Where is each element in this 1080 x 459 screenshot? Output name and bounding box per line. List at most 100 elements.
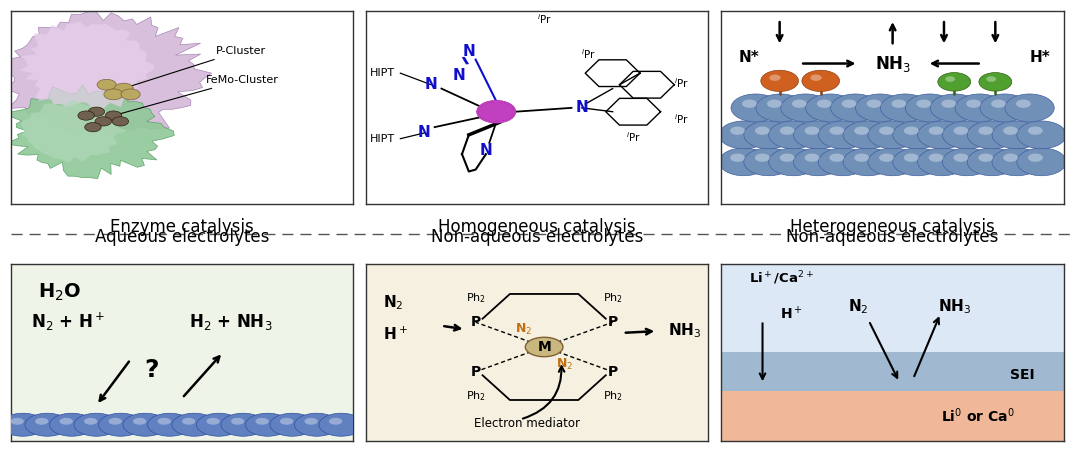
Circle shape (329, 418, 342, 425)
Bar (721, 391, 1064, 441)
Circle shape (980, 94, 1029, 122)
Circle shape (25, 413, 69, 436)
Text: Ph$_2$: Ph$_2$ (465, 389, 486, 403)
Circle shape (1028, 153, 1043, 162)
Circle shape (84, 418, 97, 425)
Text: H$_2$ + NH$_3$: H$_2$ + NH$_3$ (189, 312, 272, 332)
Text: ?: ? (144, 358, 159, 382)
Circle shape (794, 121, 842, 149)
Circle shape (767, 100, 782, 108)
Circle shape (108, 418, 122, 425)
Circle shape (978, 153, 994, 162)
Polygon shape (3, 85, 174, 179)
Circle shape (918, 121, 967, 149)
Circle shape (930, 94, 980, 122)
Text: N: N (418, 125, 431, 140)
Circle shape (829, 127, 845, 135)
Circle shape (477, 101, 515, 122)
Circle shape (993, 148, 1041, 176)
Circle shape (978, 127, 994, 135)
Circle shape (1016, 100, 1030, 108)
Circle shape (158, 418, 171, 425)
Circle shape (35, 418, 49, 425)
Circle shape (1028, 127, 1043, 135)
Circle shape (197, 413, 241, 436)
Text: Aqueous electrolytes: Aqueous electrolytes (95, 228, 269, 246)
Circle shape (305, 418, 318, 425)
Text: N: N (462, 45, 475, 60)
Circle shape (780, 153, 795, 162)
Circle shape (112, 117, 129, 126)
Text: Li$^+$/Ca$^{2+}$: Li$^+$/Ca$^{2+}$ (748, 269, 813, 287)
Text: Mo: Mo (486, 105, 507, 118)
Circle shape (731, 94, 781, 122)
Text: Non-aqueous electrolytes: Non-aqueous electrolytes (431, 228, 644, 246)
Text: $^i$Pr: $^i$Pr (625, 130, 640, 144)
Circle shape (810, 74, 822, 81)
Circle shape (280, 418, 294, 425)
Circle shape (95, 117, 111, 126)
Text: N: N (480, 143, 492, 158)
Circle shape (256, 418, 269, 425)
Circle shape (123, 413, 167, 436)
Circle shape (968, 148, 1016, 176)
Text: P: P (607, 315, 618, 329)
Text: Li$^0$ or Ca$^0$: Li$^0$ or Ca$^0$ (942, 407, 1015, 425)
Circle shape (829, 153, 845, 162)
Circle shape (75, 413, 119, 436)
Circle shape (59, 418, 72, 425)
Circle shape (816, 100, 832, 108)
Text: N$_2$: N$_2$ (515, 322, 532, 337)
Text: Ph$_2$: Ph$_2$ (603, 389, 623, 403)
Circle shape (929, 127, 944, 135)
Circle shape (780, 127, 795, 135)
Circle shape (97, 79, 117, 90)
Text: N$_2$: N$_2$ (556, 357, 573, 372)
Text: N$_2$: N$_2$ (383, 293, 404, 312)
Circle shape (245, 413, 289, 436)
Circle shape (929, 153, 944, 162)
Text: P: P (607, 365, 618, 379)
Circle shape (937, 73, 971, 91)
Circle shape (917, 100, 931, 108)
Text: Heterogeneous catalysis: Heterogeneous catalysis (791, 218, 995, 236)
Circle shape (904, 127, 919, 135)
Circle shape (854, 127, 869, 135)
Circle shape (172, 413, 216, 436)
Circle shape (231, 418, 244, 425)
Circle shape (945, 76, 955, 82)
Circle shape (806, 94, 855, 122)
Text: Homogeneous catalysis: Homogeneous catalysis (438, 218, 636, 236)
Text: NH$_3$: NH$_3$ (937, 297, 971, 316)
Text: H$^+$: H$^+$ (383, 326, 408, 343)
Circle shape (854, 153, 869, 162)
Circle shape (1017, 148, 1066, 176)
Circle shape (295, 413, 339, 436)
Circle shape (525, 337, 563, 357)
Circle shape (719, 121, 768, 149)
Text: $^i$Pr: $^i$Pr (581, 47, 596, 61)
Circle shape (943, 148, 991, 176)
Circle shape (98, 413, 143, 436)
Text: NH$_3$: NH$_3$ (667, 322, 701, 341)
Circle shape (879, 153, 894, 162)
Circle shape (744, 148, 793, 176)
Circle shape (866, 100, 881, 108)
Circle shape (904, 153, 919, 162)
Circle shape (756, 94, 806, 122)
Text: FeMo-Cluster: FeMo-Cluster (109, 75, 279, 117)
Circle shape (891, 100, 906, 108)
Circle shape (133, 418, 147, 425)
Circle shape (954, 153, 969, 162)
Circle shape (967, 100, 981, 108)
Circle shape (781, 94, 831, 122)
Circle shape (760, 70, 798, 91)
Circle shape (730, 127, 745, 135)
Circle shape (769, 121, 818, 149)
Circle shape (954, 127, 969, 135)
Text: M: M (537, 340, 551, 354)
Circle shape (11, 418, 24, 425)
Circle shape (843, 121, 892, 149)
Circle shape (121, 89, 140, 100)
Text: Mo: Mo (486, 105, 507, 118)
